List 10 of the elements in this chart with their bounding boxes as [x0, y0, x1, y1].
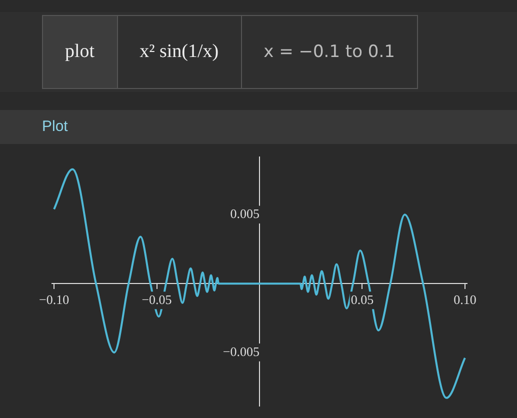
y-tick-label: −0.005: [222, 344, 260, 359]
text: plot: [43, 16, 118, 88]
text: x² sin(1/x): [118, 16, 242, 88]
x-tick-label: −0.05: [142, 292, 172, 307]
y-tick-label: 0.005: [230, 206, 260, 222]
chart-title: Plot: [0, 110, 517, 144]
x-tick-label: −0.10: [39, 292, 70, 307]
text: x = −0.1 to 0.1: [262, 41, 396, 64]
x-tick-label: 0.05: [350, 292, 374, 307]
x-tick-label: 0.10: [454, 292, 476, 307]
